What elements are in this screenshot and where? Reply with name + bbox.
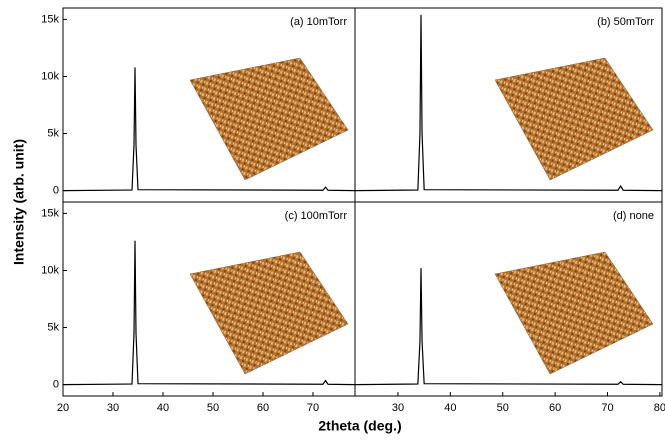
x-tick-label: 30 [392, 402, 404, 414]
x-tick-label: 80 [654, 402, 665, 414]
y-tick-label: 5k [47, 321, 59, 333]
y-axis-label: Intensity (arb. unit) [11, 139, 27, 265]
annotation: (c) 100mTorr [285, 210, 348, 222]
afm-inset [495, 58, 653, 180]
x-tick-label: 30 [107, 402, 119, 414]
annotation: (d) none [613, 210, 654, 222]
y-tick-label: 10k [41, 70, 59, 82]
y-tick-label: 15k [41, 207, 59, 219]
x-tick-label: 60 [549, 402, 561, 414]
y-tick-label: 10k [41, 264, 59, 276]
afm-inset [495, 252, 653, 374]
x-axis-label: 2theta (deg.) [318, 418, 401, 434]
x-tick-label: 50 [497, 402, 509, 414]
x-tick-label: 70 [601, 402, 613, 414]
annotation: (b) 50mTorr [597, 16, 654, 28]
afm-inset [190, 252, 348, 374]
y-tick-label: 15k [41, 13, 59, 25]
afm-inset [190, 58, 348, 180]
x-tick-label: 20 [57, 402, 69, 414]
x-tick-label: 40 [444, 402, 456, 414]
y-tick-label: 0 [53, 184, 59, 196]
x-tick-label: 60 [257, 402, 269, 414]
chart: Intensity (arb. unit) 2theta (deg.) 0 5k 1… [0, 0, 665, 442]
x-tick-label: 40 [157, 402, 169, 414]
annotation: (a) 10mTorr [290, 16, 347, 28]
x-tick-label: 70 [307, 402, 319, 414]
x-tick-label: 50 [207, 402, 219, 414]
y-tick-label: 5k [47, 127, 59, 139]
y-tick-label: 0 [53, 378, 59, 390]
